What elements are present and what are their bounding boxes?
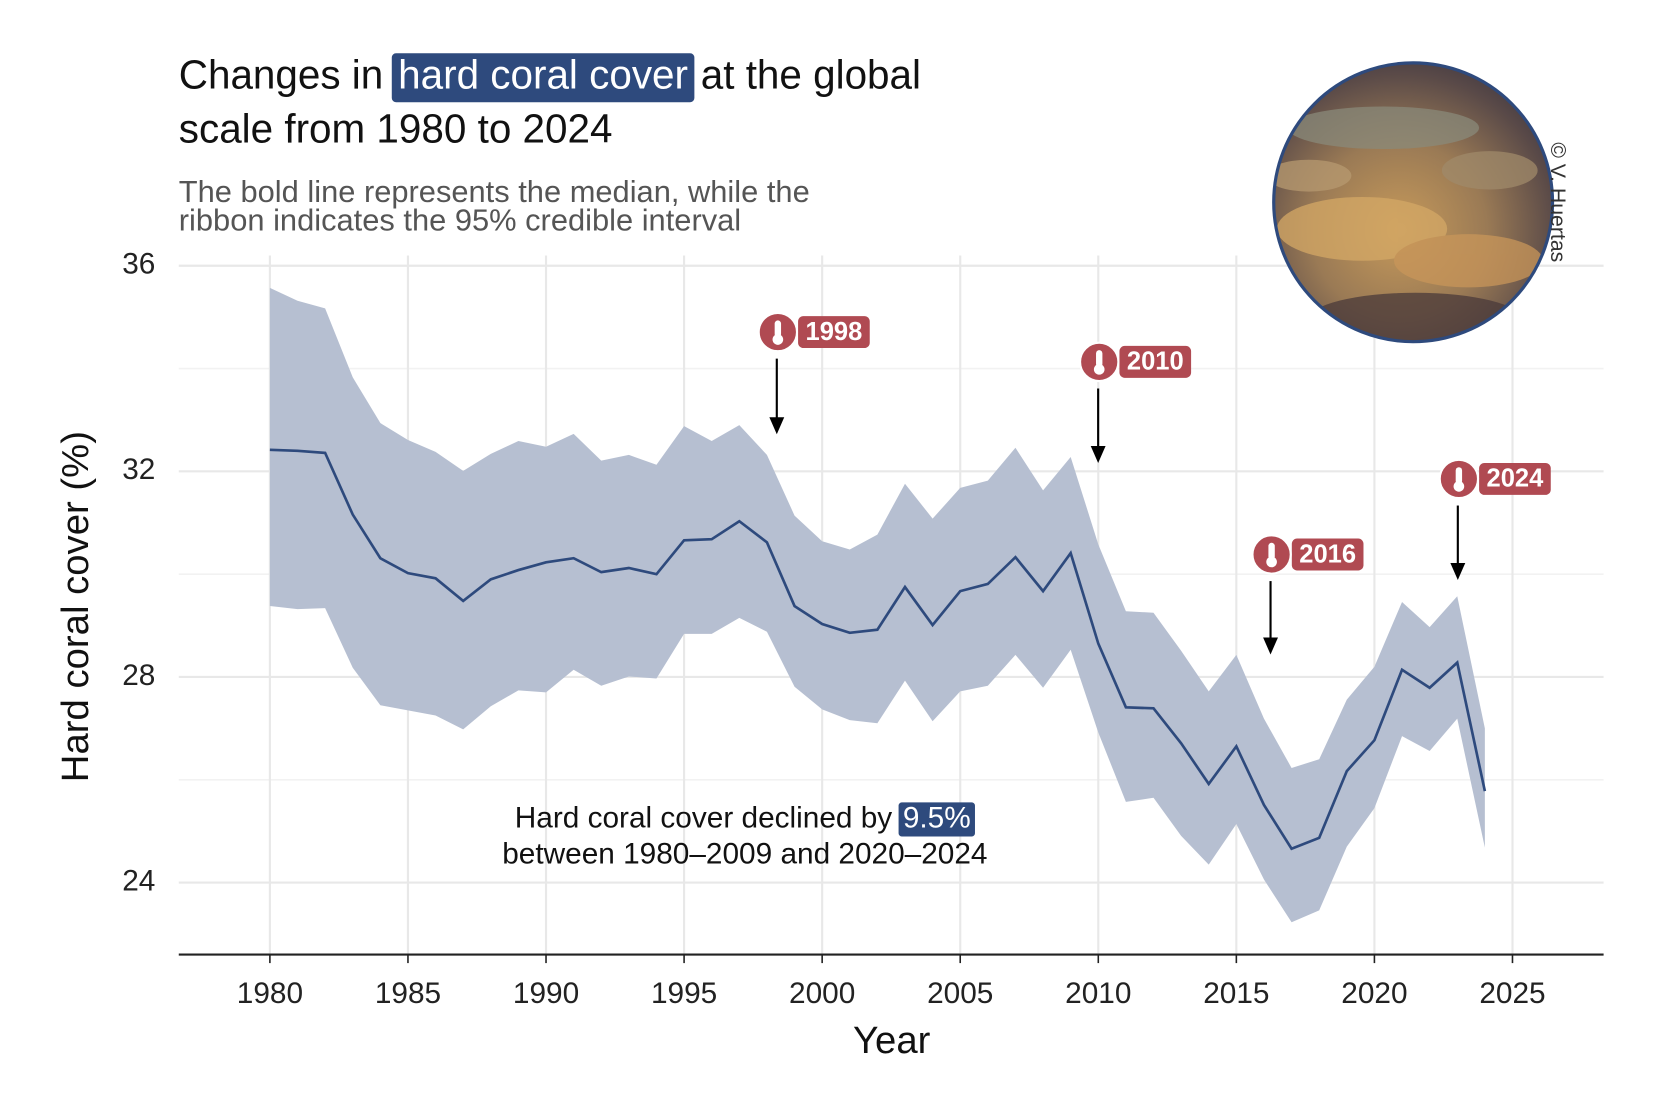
arrow-head	[1263, 637, 1278, 655]
chart-title: at the global	[701, 51, 921, 97]
thermometer-bulb	[1266, 556, 1277, 568]
y-tick-label: 32	[122, 453, 155, 486]
heatwave-label: 2010	[1127, 348, 1184, 376]
x-tick-label: 1985	[375, 977, 441, 1010]
y-axis-label: Hard coral cover (%)	[54, 431, 97, 782]
photo	[1272, 61, 1555, 344]
x-axis-label: Year	[853, 1019, 931, 1062]
heatwave-marker: 2010	[1079, 341, 1192, 463]
x-tick-label: 1995	[651, 977, 717, 1010]
x-tick-label: 2010	[1065, 977, 1131, 1010]
annotation: Hard coral cover declined by	[515, 801, 893, 834]
x-tick-label: 2015	[1203, 977, 1269, 1010]
arrow-head	[769, 417, 785, 435]
chart-title: Changes in	[179, 51, 384, 97]
chart-title: scale from 1980 to 2024	[179, 106, 613, 152]
y-tick-label: 24	[122, 864, 155, 897]
heatwave-label: 2016	[1299, 540, 1356, 568]
thermometer	[774, 320, 782, 338]
heatwave-marker: 2024	[1438, 458, 1551, 581]
ribbon	[269, 287, 1485, 923]
thermometer	[1455, 467, 1463, 485]
x-tick-label: 2005	[927, 977, 993, 1010]
label-box	[1479, 462, 1551, 495]
highlight-box	[391, 53, 695, 103]
thermometer-bulb	[772, 334, 784, 345]
x-tick-label: 1990	[513, 977, 579, 1010]
heatwave-label: 1998	[806, 318, 863, 346]
heatwave-label: 2024	[1487, 465, 1545, 493]
subtitle: ribbon indicates the 95% credible interv…	[179, 203, 741, 238]
photo-credit: © V. Huertas	[1546, 142, 1570, 262]
thermometer	[1096, 350, 1103, 368]
label-box	[798, 316, 870, 349]
annotation-highlight: 9.5%	[903, 801, 971, 834]
chart-title-highlight: hard coral cover	[398, 51, 688, 97]
thermometer-bulb	[1453, 481, 1465, 492]
heatwave-marker: 2016	[1251, 534, 1364, 655]
x-tick-label: 1980	[237, 977, 303, 1010]
annotation: between 1980–2009 and 2020–2024	[502, 837, 987, 870]
label-box	[1291, 538, 1364, 571]
median-line	[269, 448, 1487, 851]
label-box	[1119, 345, 1192, 378]
arrow-head	[1450, 562, 1466, 581]
thermometer-bulb	[1093, 364, 1105, 375]
x-tick-label: 2000	[789, 977, 855, 1010]
y-tick-label: 36	[122, 248, 155, 281]
thermometer	[1268, 542, 1275, 560]
x-tick-label: 2025	[1479, 977, 1545, 1010]
arrow-head	[1090, 445, 1106, 463]
highlight-box	[898, 802, 975, 837]
subtitle: The bold line represents the median, whi…	[179, 174, 810, 209]
x-tick-label: 2020	[1341, 977, 1407, 1010]
heatwave-marker: 1998	[757, 311, 870, 435]
y-tick-label: 28	[122, 659, 155, 692]
